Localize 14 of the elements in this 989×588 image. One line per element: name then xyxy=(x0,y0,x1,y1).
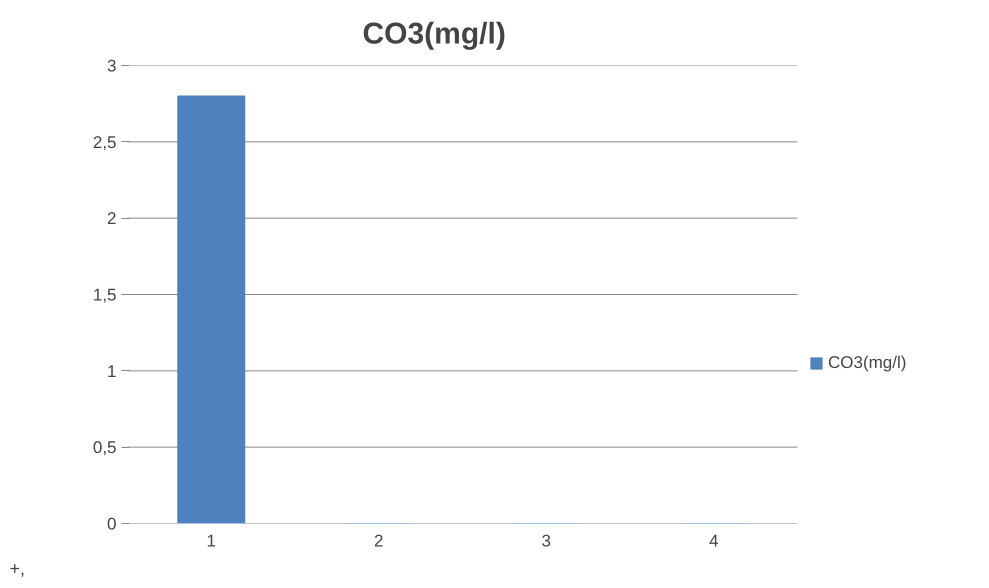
y-tick-label: 0 xyxy=(107,514,117,534)
chart-title: CO3(mg/l) xyxy=(362,18,506,50)
x-tick-label: 3 xyxy=(542,532,551,550)
y-tick-label: 0,5 xyxy=(92,438,117,458)
text: +, xyxy=(10,558,26,578)
x-tick-label: 4 xyxy=(709,532,718,550)
y-tick-label: 1,5 xyxy=(92,286,117,304)
y-tick-label: 2 xyxy=(107,209,117,228)
x-tick-label: 2 xyxy=(374,532,384,550)
y-tick-label: 2,5 xyxy=(92,132,117,152)
y-tick-label: 1 xyxy=(107,362,117,381)
x-tick-label: 1 xyxy=(206,532,216,550)
y-tick-label: 3 xyxy=(107,56,117,76)
legend-label: CO3(mg/l) xyxy=(828,353,906,373)
